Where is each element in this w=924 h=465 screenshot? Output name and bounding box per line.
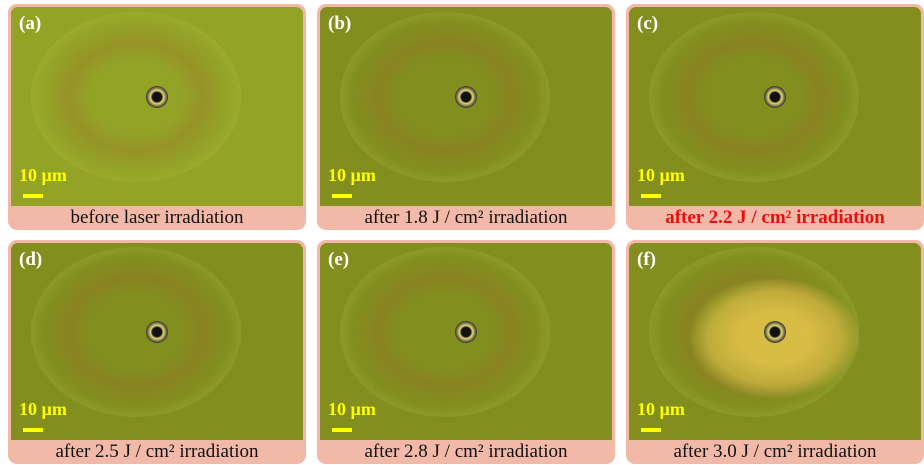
crater [764,86,786,108]
damage-ring [31,247,241,417]
figure-panel: (f) 10 µm after 3.0 J / cm² irradiation [626,240,924,464]
micrograph: (a) 10 µm [11,7,303,206]
panel-label: (e) [328,249,349,271]
crater [146,86,168,108]
panel-caption: before laser irradiation [8,207,306,229]
crater [764,321,786,343]
micrograph: (d) 10 µm [11,243,303,440]
micrograph: (f) 10 µm [629,243,921,440]
damage-ring [31,12,241,182]
figure-panel: (a) 10 µm before laser irradiation [8,4,306,230]
panel-caption: after 3.0 J / cm² irradiation [626,441,924,463]
scale-bar-label: 10 µm [637,165,685,186]
crater [146,321,168,343]
panel-label: (f) [637,249,656,271]
panel-caption: after 2.5 J / cm² irradiation [8,441,306,463]
scale-bar [641,428,661,432]
panel-caption: after 2.8 J / cm² irradiation [317,441,615,463]
figure: (a) 10 µm before laser irradiation (b) 10 µm… [0,0,924,465]
scale-bar [332,428,352,432]
figure-panel: (b) 10 µm after 1.8 J / cm² irradiation [317,4,615,230]
scale-bar [23,428,43,432]
panel-label: (d) [19,249,42,271]
panel-caption: after 1.8 J / cm² irradiation [317,207,615,229]
scale-bar [332,194,352,198]
damage-ring [340,12,550,182]
scale-bar-label: 10 µm [19,399,67,420]
scale-bar [23,194,43,198]
scale-bar-label: 10 µm [328,165,376,186]
scale-bar-label: 10 µm [637,399,685,420]
scale-bar-label: 10 µm [328,399,376,420]
panel-label: (b) [328,13,351,35]
panel-label: (a) [19,13,41,35]
micrograph: (c) 10 µm [629,7,921,206]
figure-panel: (e) 10 µm after 2.8 J / cm² irradiation [317,240,615,464]
damage-ring [649,12,859,182]
panel-label: (c) [637,13,658,35]
figure-panel: (c) 10 µm after 2.2 J / cm² irradiation [626,4,924,230]
panel-caption: after 2.2 J / cm² irradiation [626,207,924,229]
crater [455,86,477,108]
figure-panel: (d) 10 µm after 2.5 J / cm² irradiation [8,240,306,464]
scale-bar [641,194,661,198]
crater [455,321,477,343]
micrograph: (e) 10 µm [320,243,612,440]
micrograph: (b) 10 µm [320,7,612,206]
damage-ring [340,247,550,417]
scale-bar-label: 10 µm [19,165,67,186]
